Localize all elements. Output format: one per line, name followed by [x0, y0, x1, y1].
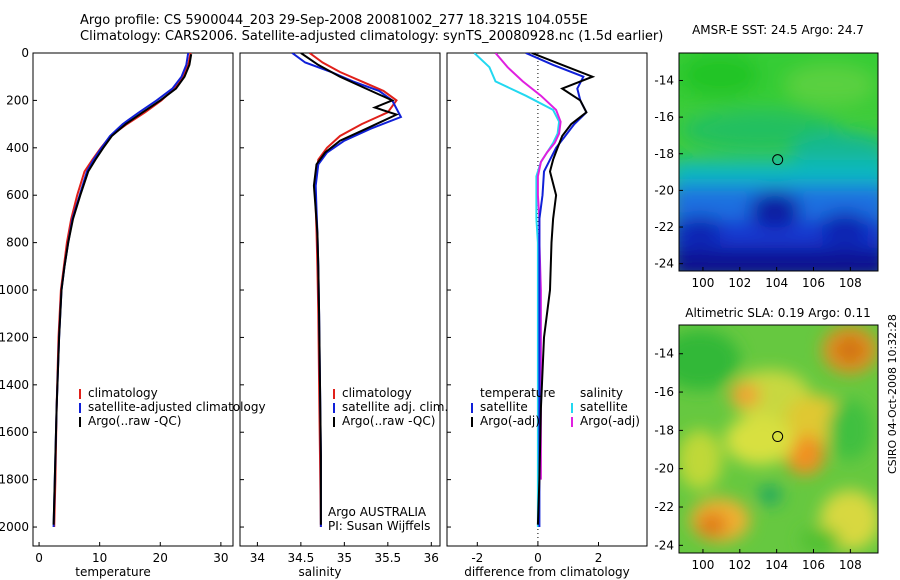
x-axis-label: difference from climatology: [464, 565, 630, 579]
legend-label: temperature: [480, 386, 555, 400]
y-tick-label: -24: [654, 257, 674, 271]
x-tick-label: 34: [250, 551, 265, 565]
sst-map: AMSR-E SST: 24.5 Argo: 24.7 100 102 104 106…: [654, 23, 879, 290]
legend-label: climatology: [88, 386, 158, 400]
y-tick-label: 800: [6, 236, 29, 250]
header-line-1: Argo profile: CS 5900044_203 29-Sep-2008…: [80, 13, 588, 28]
x-tick-label: -2: [471, 551, 483, 565]
y-tick-label: 0: [21, 46, 29, 60]
y-tick-label: -24: [654, 538, 674, 552]
argo-location-marker: [772, 431, 784, 443]
y-tick-label: 1600: [0, 425, 29, 439]
series-line: [473, 53, 561, 527]
y-tick-label: -18: [654, 423, 674, 437]
y-tick-label: -16: [654, 110, 674, 124]
x-tick-label: 20: [153, 551, 168, 565]
x-tick-label: 0: [534, 551, 542, 565]
annotation: Argo AUSTRALIA: [328, 505, 427, 519]
temperature-panel: 0 200 400 600 800 1000 1200 1400 1600 1800 2000 0 10…: [0, 46, 266, 579]
sst-map-axes: 100 102 104 106 108 -14 -16 -18 -20 -22 -24: [654, 73, 861, 290]
y-tick-label: -22: [654, 220, 674, 234]
y-tick-label: 600: [6, 188, 29, 202]
x-axis-label: salinity: [298, 565, 341, 579]
x-tick-label: 108: [839, 558, 862, 572]
y-tick-label: 1000: [0, 283, 29, 297]
sla-map: Altimetric SLA: 0.19 Argo: 0.11 100 102 10…: [654, 306, 879, 572]
y-tick-label: 1400: [0, 378, 29, 392]
legend-label: satellite: [480, 400, 528, 414]
salinity-panel: 34 34.5 35 35.5 36 salinity climatologysatelli…: [239, 52, 448, 579]
x-tick-label: 104: [765, 276, 788, 290]
y-tick-label: -14: [654, 73, 674, 87]
legend-label: satellite-adjusted climatology: [88, 400, 266, 414]
x-tick-label: 10: [92, 551, 107, 565]
legend-label: climatology: [342, 386, 412, 400]
y-tick-label: -14: [654, 347, 674, 361]
x-tick-label: 0: [35, 551, 43, 565]
x-axis-label: temperature: [75, 565, 150, 579]
y-tick-label: -20: [654, 183, 674, 197]
x-tick-label: 35: [337, 551, 352, 565]
y-tick-label: 1200: [0, 330, 29, 344]
series-line: [494, 53, 562, 480]
header-line-2: Climatology: CARS2006. Satellite-adjuste…: [80, 29, 664, 44]
legend-label: Argo(..raw -QC): [342, 414, 435, 428]
sla-field: [679, 325, 878, 553]
sla-map-axes: 100 102 104 106 108 -14 -16 -18 -20 -22 -24: [654, 347, 861, 572]
y-tick-label: 1800: [0, 473, 29, 487]
legend-label: Argo(-adj): [580, 414, 640, 428]
legend-label: Argo(-adj): [480, 414, 540, 428]
x-tick-label: 2: [595, 551, 603, 565]
x-tick-label: 35.5: [374, 551, 401, 565]
y-tick-label: -22: [654, 500, 674, 514]
series-line: [52, 54, 193, 525]
sla-map-title: Altimetric SLA: 0.19 Argo: 0.11: [685, 306, 870, 320]
x-tick-label: 100: [692, 276, 715, 290]
sst-field: [679, 53, 878, 271]
y-tick-label: 2000: [0, 520, 29, 534]
x-tick-label: 106: [802, 558, 825, 572]
series-line: [291, 53, 403, 527]
annotation: PI: Susan Wijffels: [328, 519, 430, 533]
x-tick-label: 34.5: [288, 551, 315, 565]
plot-frame: [32, 52, 234, 547]
x-tick-label: 104: [765, 558, 788, 572]
legend-label: satellite: [580, 400, 628, 414]
legend-label: satellite adj. clim.: [342, 400, 448, 414]
plot-frame: [446, 52, 648, 547]
series-line: [52, 53, 190, 528]
x-tick-label: 102: [728, 276, 751, 290]
y-tick-label: -18: [654, 147, 674, 161]
series-line: [300, 53, 400, 525]
y-tick-label: 200: [6, 93, 29, 107]
series-line: [531, 53, 596, 525]
plot-frame: [239, 52, 441, 547]
y-tick-label: 400: [6, 141, 29, 155]
sst-map-title: AMSR-E SST: 24.5 Argo: 24.7: [692, 23, 864, 37]
y-tick-label: -16: [654, 385, 674, 399]
y-tick-label: -20: [654, 462, 674, 476]
x-tick-label: 108: [839, 276, 862, 290]
x-tick-label: 30: [213, 551, 228, 565]
legend-label: salinity: [580, 386, 623, 400]
x-tick-label: 106: [802, 276, 825, 290]
legend-label: Argo(..raw -QC): [88, 414, 181, 428]
x-tick-label: 36: [424, 551, 439, 565]
x-tick-label: 100: [692, 558, 715, 572]
argo-location-marker: [772, 154, 784, 166]
x-tick-label: 102: [728, 558, 751, 572]
series-line: [525, 53, 588, 527]
